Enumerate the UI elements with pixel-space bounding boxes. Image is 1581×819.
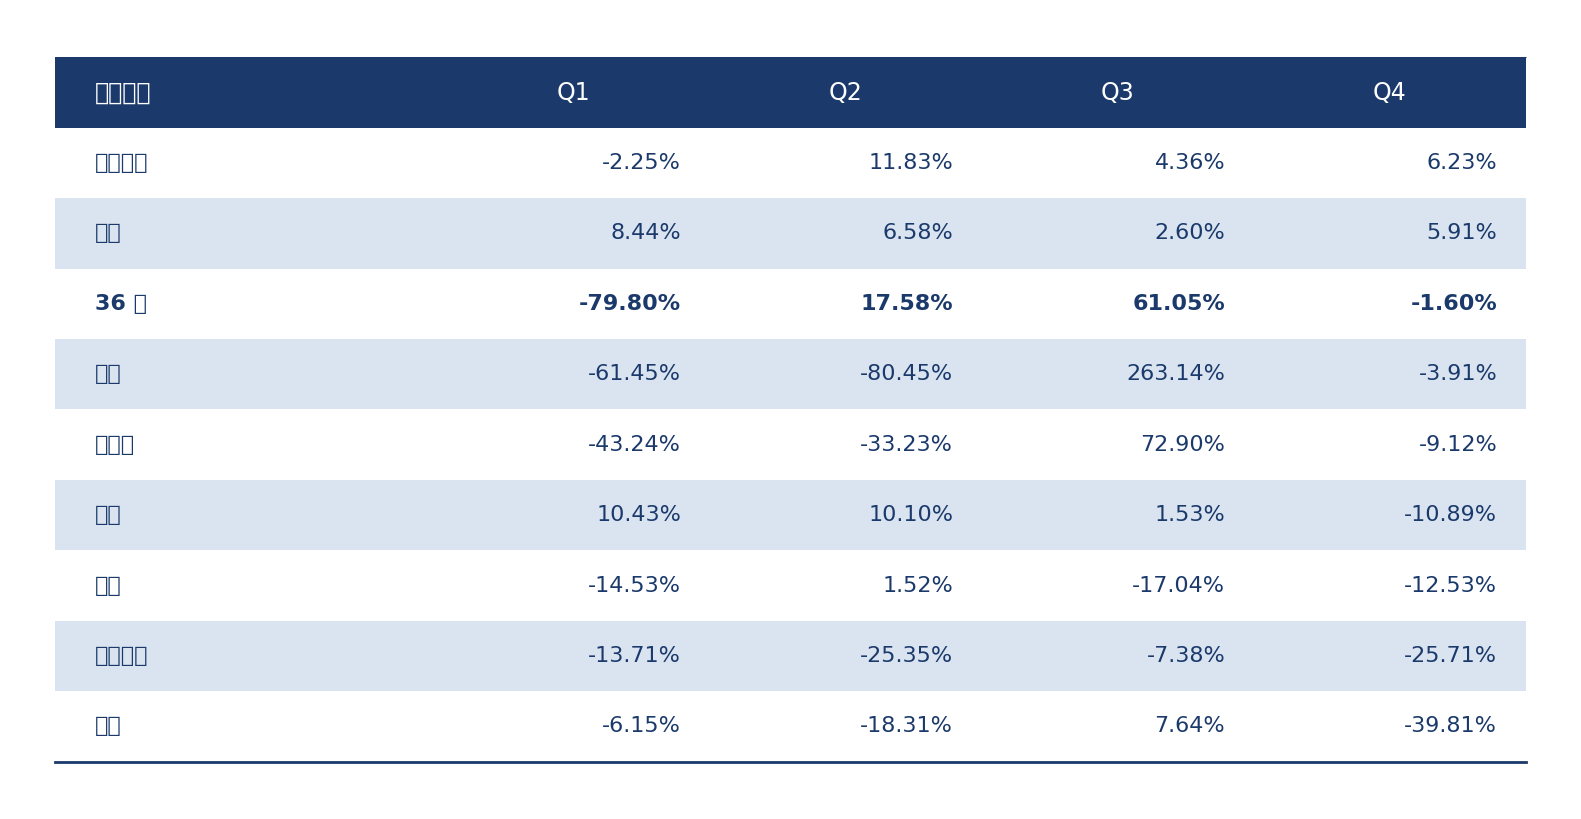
Text: Q3: Q3 — [1100, 80, 1135, 105]
Text: 5.91%: 5.91% — [1426, 224, 1497, 243]
Text: 6.58%: 6.58% — [882, 224, 953, 243]
Bar — [55, 691, 1526, 762]
Text: 1.52%: 1.52% — [882, 576, 953, 595]
Text: -17.04%: -17.04% — [1132, 576, 1225, 595]
Text: 8.44%: 8.44% — [610, 224, 681, 243]
Text: 2.60%: 2.60% — [1154, 224, 1225, 243]
Text: 欢聚: 欢聚 — [95, 717, 122, 736]
Text: -43.24%: -43.24% — [588, 435, 681, 455]
Text: -7.38%: -7.38% — [1146, 646, 1225, 666]
Bar — [55, 128, 1526, 198]
Text: 11.83%: 11.83% — [868, 153, 953, 173]
Text: 虎牙直播: 虎牙直播 — [95, 153, 149, 173]
Text: -14.53%: -14.53% — [588, 576, 681, 595]
Text: Q1: Q1 — [557, 80, 590, 105]
Bar — [55, 269, 1526, 339]
Text: -6.15%: -6.15% — [602, 717, 681, 736]
Text: 10.10%: 10.10% — [868, 505, 953, 525]
Text: 网易: 网易 — [95, 224, 122, 243]
Bar — [55, 480, 1526, 550]
Bar — [55, 57, 1526, 128]
Text: -39.81%: -39.81% — [1404, 717, 1497, 736]
Text: 10.43%: 10.43% — [596, 505, 681, 525]
Bar — [55, 410, 1526, 480]
Text: 72.90%: 72.90% — [1140, 435, 1225, 455]
Bar — [55, 550, 1526, 621]
Text: 公司名称: 公司名称 — [95, 80, 152, 105]
Text: -1.60%: -1.60% — [1410, 294, 1497, 314]
Bar — [55, 198, 1526, 269]
Text: -18.31%: -18.31% — [860, 717, 953, 736]
Bar — [55, 339, 1526, 410]
Text: -33.23%: -33.23% — [860, 435, 953, 455]
Text: 4.36%: 4.36% — [1154, 153, 1225, 173]
Text: 36 氪: 36 氪 — [95, 294, 147, 314]
Text: 猎豹移动: 猎豹移动 — [95, 646, 149, 666]
Text: -80.45%: -80.45% — [860, 364, 953, 384]
Text: 7.64%: 7.64% — [1154, 717, 1225, 736]
Text: 斗鱼: 斗鱼 — [95, 505, 122, 525]
Text: -2.25%: -2.25% — [602, 153, 681, 173]
Text: 1.53%: 1.53% — [1154, 505, 1225, 525]
Bar — [55, 621, 1526, 691]
Text: Q4: Q4 — [1372, 80, 1407, 105]
Text: -25.35%: -25.35% — [860, 646, 953, 666]
Text: 61.05%: 61.05% — [1132, 294, 1225, 314]
Text: -10.89%: -10.89% — [1404, 505, 1497, 525]
Text: Q2: Q2 — [828, 80, 863, 105]
Text: -9.12%: -9.12% — [1418, 435, 1497, 455]
Text: 途牛: 途牛 — [95, 364, 122, 384]
Text: 17.58%: 17.58% — [860, 294, 953, 314]
Text: -12.53%: -12.53% — [1404, 576, 1497, 595]
Text: 搜狗: 搜狗 — [95, 576, 122, 595]
Text: -61.45%: -61.45% — [588, 364, 681, 384]
Text: 263.14%: 263.14% — [1126, 364, 1225, 384]
Text: 6.23%: 6.23% — [1426, 153, 1497, 173]
Text: 携程网: 携程网 — [95, 435, 134, 455]
Text: -13.71%: -13.71% — [588, 646, 681, 666]
Text: -79.80%: -79.80% — [579, 294, 681, 314]
Text: -25.71%: -25.71% — [1404, 646, 1497, 666]
Text: -3.91%: -3.91% — [1418, 364, 1497, 384]
